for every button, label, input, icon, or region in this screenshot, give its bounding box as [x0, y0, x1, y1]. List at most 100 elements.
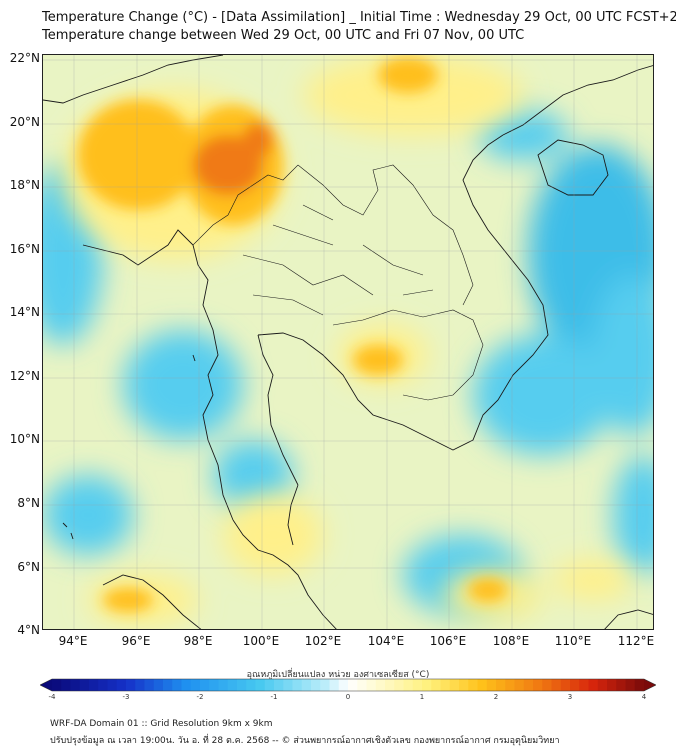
colorbar-tick-label: 2 — [493, 693, 499, 701]
colorbar-segment — [255, 679, 266, 691]
colorbar-segment — [431, 679, 442, 691]
colorbar-segment — [616, 679, 627, 691]
coastline-sumatra — [102, 574, 202, 629]
colorbar-segment — [52, 679, 62, 691]
colorbar-segment — [634, 679, 645, 691]
colorbar-segment — [70, 679, 81, 691]
coastline-gulf — [257, 134, 549, 451]
colorbar-segment — [61, 679, 72, 691]
colorbar-segment — [163, 679, 173, 691]
cool-anomaly-layer — [43, 110, 653, 615]
warm-core-layer — [78, 57, 508, 612]
lon-label-98: 98°E — [183, 634, 213, 648]
map-panel[interactable] — [42, 54, 654, 630]
colorbar-min-extension — [40, 679, 52, 691]
lon-label-108: 108°E — [492, 634, 530, 648]
lat-label-16: 16°N — [9, 242, 40, 256]
graticule — [43, 55, 653, 629]
lat-label-12: 12°N — [9, 369, 40, 383]
colorbar-segment — [551, 679, 562, 691]
colorbar-segment — [523, 679, 534, 691]
colorbar-max-extension — [644, 679, 656, 691]
colorbar-segment — [227, 679, 238, 691]
colorbar-segment — [200, 679, 210, 691]
border-thailand-myanmar — [192, 164, 299, 246]
warm-zone-south-2 — [553, 560, 633, 600]
coastline-peninsula — [232, 334, 337, 629]
coastline-vietnam-north — [502, 65, 653, 136]
colorbar-segment — [209, 679, 220, 691]
warm-core-cambodia — [353, 345, 403, 375]
colorbar-tick-label: 0 — [345, 693, 351, 701]
colorbar-segment — [311, 679, 321, 691]
lon-label-96: 96°E — [121, 634, 151, 648]
colorbar-tick-label: 4 — [641, 693, 647, 701]
cool-zone-east-south — [613, 455, 653, 575]
lon-label-110: 110°E — [554, 634, 592, 648]
colorbar-tick-label: -2 — [196, 693, 204, 701]
cool-zone-west-2 — [43, 475, 133, 555]
colorbar-segment — [329, 679, 340, 691]
lat-label-14: 14°N — [9, 305, 40, 319]
colorbar-segment — [486, 679, 497, 691]
colorbar-segment — [607, 679, 617, 691]
colorbar-segment — [477, 679, 488, 691]
colorbar-segment — [348, 679, 358, 691]
lat-label-6: 6°N — [17, 560, 40, 574]
cool-zone-gulf-west — [213, 440, 293, 510]
warm-core-south — [468, 578, 508, 602]
cool-zone-south-china-sea — [473, 335, 613, 455]
colorbar-segment — [579, 679, 590, 691]
warm-core-north — [378, 57, 438, 93]
colorbar-segment — [440, 679, 451, 691]
cool-zone-andaman — [123, 330, 243, 440]
colorbar-segment — [597, 679, 608, 691]
temperature-change-map — [43, 55, 653, 629]
warm-zone-peninsula — [223, 495, 323, 575]
warm-core-myanmar — [78, 100, 198, 210]
coastline-layer — [43, 55, 653, 629]
lat-label-22: 22°N — [9, 51, 40, 65]
colorbar-segment — [403, 679, 414, 691]
colorbar-segment — [237, 679, 247, 691]
lon-label-106: 106°E — [429, 634, 467, 648]
colorbar-title: อุณหภูมิเปลี่ยนแปลง หน่วย องศาเซลเซียส (… — [246, 670, 430, 680]
colorbar-segment — [172, 679, 183, 691]
coastline-borneo — [604, 609, 653, 629]
colorbar-tick-label: -3 — [122, 693, 130, 701]
border-laos — [297, 164, 474, 306]
colorbar-segment — [135, 679, 146, 691]
footer-credit: ปรับปรุงข้อมูล ณ เวลา 19:00น. วัน อ. ที่… — [50, 736, 560, 746]
border-layer — [192, 164, 484, 401]
colorbar-segment — [375, 679, 386, 691]
colorbar-segment — [422, 679, 432, 691]
colorbar-segment — [98, 679, 109, 691]
colorbar-tick-label: -4 — [48, 693, 56, 701]
colorbar-tick-label: -1 — [270, 693, 278, 701]
colorbar-segment — [468, 679, 479, 691]
colorbar-segment — [394, 679, 405, 691]
colorbar-segment — [320, 679, 331, 691]
colorbar-segment — [570, 679, 580, 691]
colorbar-segment — [126, 679, 136, 691]
colorbar-segment — [301, 679, 312, 691]
footer-model-info: WRF-DA Domain 01 :: Grid Resolution 9km … — [50, 719, 273, 729]
colorbar-segment — [89, 679, 99, 691]
colorbar-segment — [588, 679, 599, 691]
lon-label-94: 94°E — [58, 634, 88, 648]
lat-label-20: 20°N — [9, 115, 40, 129]
colorbar-segment — [514, 679, 525, 691]
colorbar-tick-label: 1 — [419, 693, 425, 701]
colorbar — [40, 678, 656, 692]
islands-andaman — [62, 354, 196, 540]
colorbar-segment — [116, 679, 127, 691]
colorbar-segment — [542, 679, 553, 691]
border-cambodia — [332, 309, 484, 401]
colorbar-segment — [385, 679, 395, 691]
border-provinces — [242, 204, 434, 316]
colorbar-segment — [496, 679, 506, 691]
cool-zone-tonkin — [478, 110, 568, 160]
map-subtitle: Temperature change between Wed 29 Oct, 0… — [42, 28, 525, 43]
colorbar-tick-label: 3 — [567, 693, 573, 701]
colorbar-segment — [153, 679, 164, 691]
